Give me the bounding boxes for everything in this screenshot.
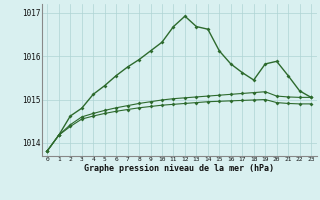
X-axis label: Graphe pression niveau de la mer (hPa): Graphe pression niveau de la mer (hPa) bbox=[84, 164, 274, 173]
